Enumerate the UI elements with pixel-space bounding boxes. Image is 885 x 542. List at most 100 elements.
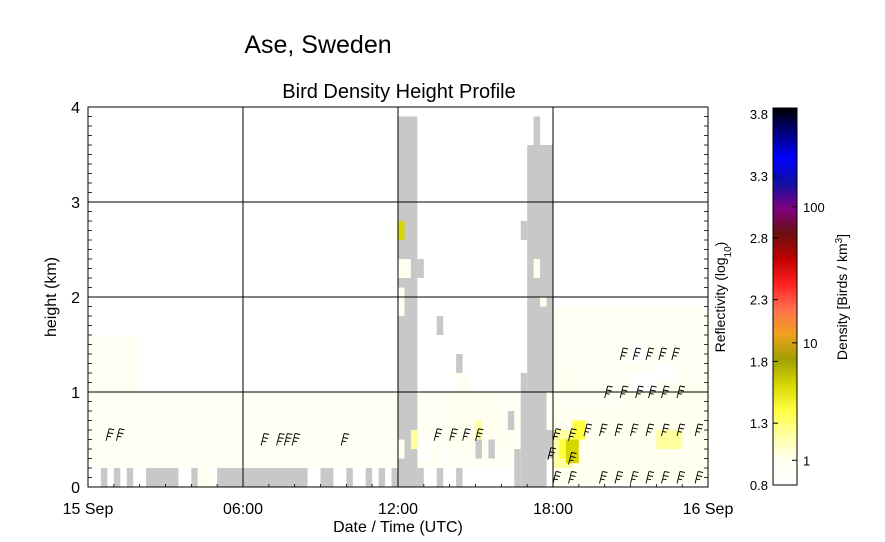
wind-barb: [568, 471, 577, 484]
density-cell: [398, 259, 411, 278]
wind-barb: [599, 471, 608, 484]
barb-staff: [630, 471, 639, 484]
wind-barb: [676, 471, 686, 484]
no-data-cell: [533, 116, 541, 164]
barb-staff: [568, 452, 577, 465]
no-data-cell: [320, 468, 334, 487]
barb-staff: [115, 428, 125, 441]
density-cell: [398, 439, 405, 459]
no-data-cell: [488, 439, 495, 459]
no-data-cell: [191, 468, 198, 487]
wind-barb: [583, 423, 593, 437]
no-data-cell: [365, 468, 373, 487]
barb-staff: [462, 428, 471, 441]
wind-barb: [619, 385, 629, 399]
y-axis-ticks: 0 1 2 3 4: [71, 100, 708, 497]
colorbar-reflectivity-label: Reflectivity (log10): [712, 242, 734, 353]
density-label-end: ]: [834, 234, 850, 238]
barb-staff: [340, 433, 350, 446]
barb-staff: [661, 385, 670, 399]
barb-staff: [658, 347, 668, 361]
reflectivity-label-text: Reflectivity (log: [712, 257, 728, 352]
wind-barb: [694, 471, 704, 484]
wind-barb: [462, 428, 471, 441]
haze-cell: [88, 335, 140, 392]
chart-title: Bird Density Height Profile: [282, 81, 515, 103]
density-cell: [630, 373, 657, 392]
colorbar-reflectivity-tick-label: 0.8: [750, 478, 768, 493]
barb-staff: [105, 428, 115, 441]
wind-barb: [552, 471, 562, 484]
barb-staff: [552, 471, 562, 484]
barb-staff: [632, 347, 642, 361]
colorbar-reflectivity-tick-label: 3.8: [750, 107, 768, 122]
wind-barb: [676, 385, 686, 399]
barb-staff: [676, 471, 686, 484]
wind-barb: [115, 428, 125, 441]
barb-staff: [661, 471, 670, 484]
barb-staff: [645, 347, 655, 361]
density-cell: [391, 449, 398, 459]
wind-barb: [552, 428, 562, 441]
colorbar-density-tick-label: 100: [803, 200, 825, 215]
density-cell: [533, 259, 541, 278]
colorbar-density-label: Density [Birds / km3]: [834, 234, 851, 360]
no-data-cell: [540, 344, 547, 364]
no-data-cell: [514, 449, 521, 487]
barb-staff: [630, 423, 639, 437]
barb-staff: [433, 428, 443, 441]
density-cell: [197, 468, 211, 487]
density-cell: [443, 449, 450, 468]
barb-staff: [694, 471, 704, 484]
wind-barb: [599, 423, 608, 437]
wind-barbs: [105, 347, 704, 484]
no-data-cell: [436, 316, 444, 335]
density-cell: [398, 287, 405, 316]
barb-staff: [614, 423, 624, 437]
density-cell: [630, 344, 644, 364]
reflectivity-label-end: ): [712, 242, 728, 247]
x-tick-label: 15 Sep: [63, 501, 114, 518]
barb-staff: [260, 433, 270, 446]
wind-barb: [661, 471, 670, 484]
colorbar-gradient: [772, 107, 798, 486]
y-tick-label: 3: [71, 195, 80, 212]
colorbar-reflectivity-tick-label: 1.3: [750, 416, 768, 431]
y-tick-label: 2: [71, 290, 80, 307]
wind-barb: [645, 347, 655, 361]
barb-staff: [671, 347, 680, 361]
wind-barb: [658, 347, 668, 361]
colorbar-reflectivity-tick-label: 2.3: [750, 293, 768, 308]
density-cell: [559, 439, 566, 459]
x-axis-ticks: 15 Sep 06:00 12:00 18:00 16 Sep: [63, 481, 733, 518]
colorbar: 0.8 1.3 1.8 2.3 2.8 3.3 3.8 1 10 100: [750, 107, 825, 493]
wind-barb: [635, 385, 644, 399]
wind-barb: [645, 423, 655, 437]
wind-barb: [105, 428, 115, 441]
barb-staff: [547, 447, 556, 460]
wind-barb: [260, 433, 270, 446]
wind-barb: [676, 423, 686, 437]
wind-barb: [671, 347, 680, 361]
density-cell: [475, 420, 482, 440]
barb-staff: [568, 471, 577, 484]
barb-staff: [599, 471, 608, 484]
wind-barb: [276, 433, 285, 446]
density-label-sup: 3: [834, 237, 845, 243]
y-tick-label: 1: [71, 385, 80, 402]
y-axis-label: height (km): [43, 257, 60, 337]
density-cell: [417, 439, 431, 459]
no-data-cell: [100, 468, 108, 487]
barb-staff: [676, 423, 686, 437]
wind-barb: [291, 433, 301, 446]
density-label-text: Density [Birds / km: [834, 243, 850, 360]
no-data-cell: [520, 221, 528, 240]
barb-staff: [645, 423, 655, 437]
density-cell: [656, 430, 683, 449]
x-axis-label: Date / Time (UTC): [333, 519, 463, 536]
no-data-cell: [113, 468, 121, 487]
barb-staff: [604, 385, 613, 399]
wind-barb: [568, 452, 577, 465]
wind-barb: [661, 385, 670, 399]
density-cell: [559, 373, 579, 392]
